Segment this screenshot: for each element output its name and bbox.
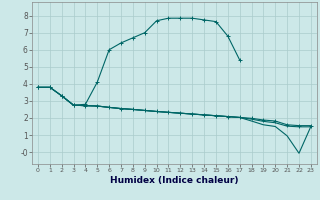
X-axis label: Humidex (Indice chaleur): Humidex (Indice chaleur) [110, 176, 239, 185]
